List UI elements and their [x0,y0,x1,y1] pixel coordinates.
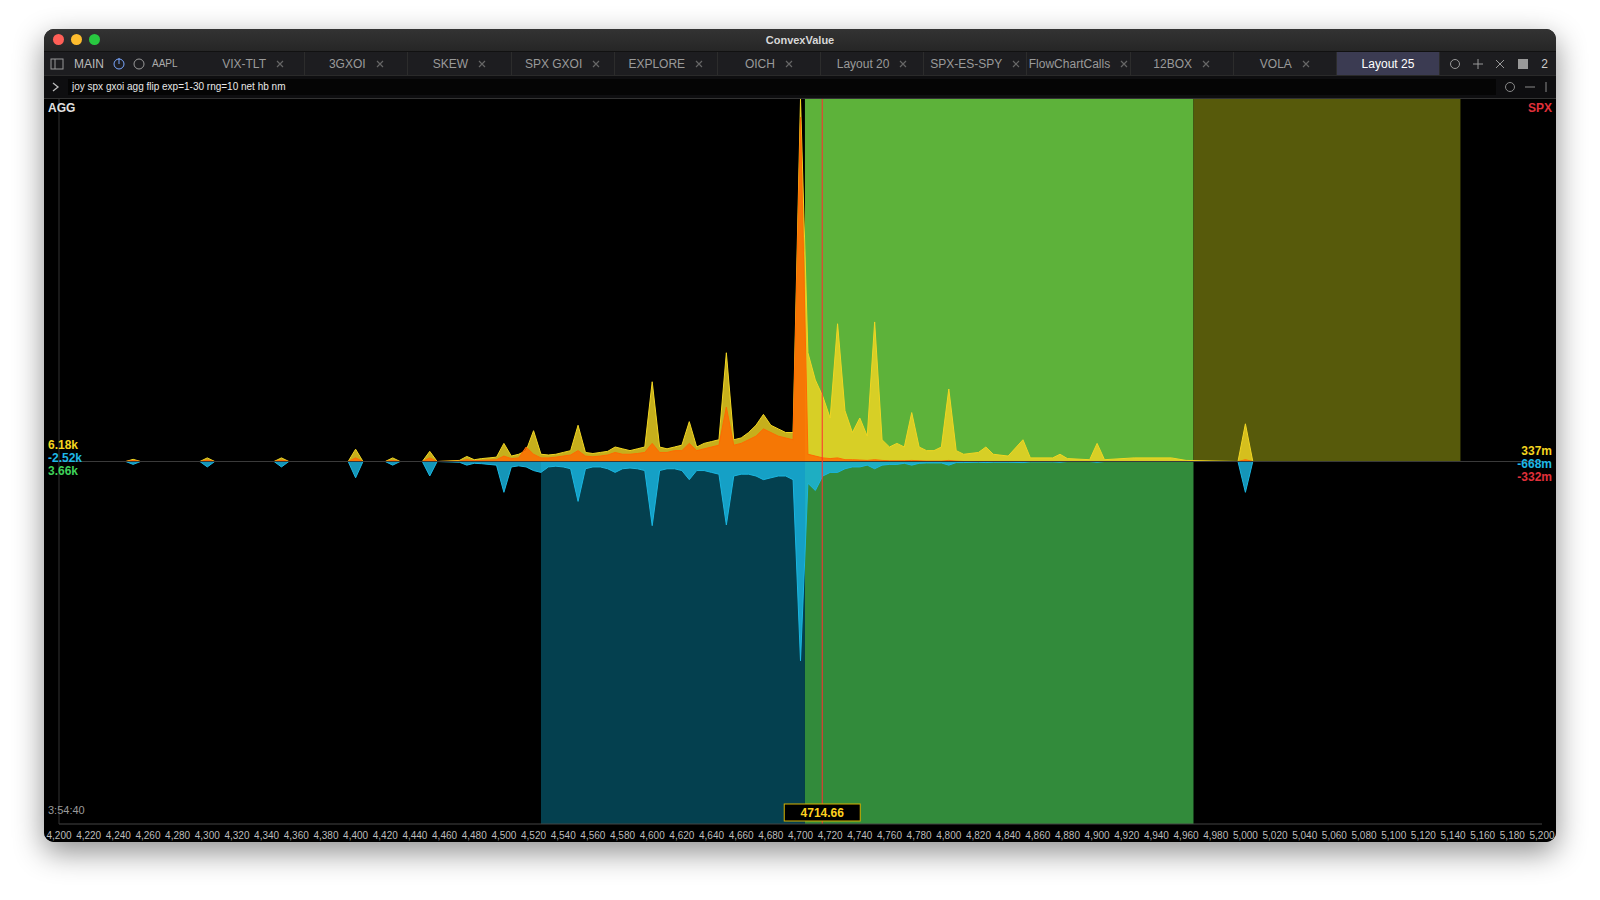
svg-text:4,800: 4,800 [936,830,961,841]
svg-text:4,260: 4,260 [135,830,160,841]
svg-text:4,420: 4,420 [373,830,398,841]
svg-text:5,180: 5,180 [1500,830,1525,841]
svg-text:5,160: 5,160 [1470,830,1495,841]
html-text:-668m: -668m [1517,457,1552,471]
svg-text:4,440: 4,440 [402,830,427,841]
svg-text:5,100: 5,100 [1381,830,1406,841]
html-text:FlowChartCalls: FlowChartCalls [1028,56,1111,71]
svg-text:5,200: 5,200 [1529,830,1554,841]
svg-text:4,700: 4,700 [788,830,813,841]
svg-text:4,380: 4,380 [313,830,338,841]
svg-text:5,080: 5,080 [1352,830,1377,841]
svg-text:4,620: 4,620 [669,830,694,841]
svg-text:4,560: 4,560 [580,830,605,841]
html-text:VIX-TLT: VIX-TLT [222,56,266,71]
svg-text:4,500: 4,500 [491,830,516,841]
svg-text:4,640: 4,640 [699,830,724,841]
html-text:AAPL: AAPL [152,58,178,69]
svg-text:4,300: 4,300 [195,830,220,841]
html-text:3:54:40: 3:54:40 [48,804,85,816]
svg-text:4,880: 4,880 [1055,830,1080,841]
svg-text:4,840: 4,840 [996,830,1021,841]
svg-text:4,280: 4,280 [165,830,190,841]
html-text:-332m: -332m [1517,470,1552,484]
svg-text:4,200: 4,200 [46,830,71,841]
svg-text:4,820: 4,820 [966,830,991,841]
html-text:SKEW: SKEW [432,56,469,71]
svg-text:5,140: 5,140 [1441,830,1466,841]
html-text:3.66k: 3.66k [48,464,78,478]
html-text:2: 2 [1541,56,1548,71]
html-text:OICH: OICH [744,56,775,71]
svg-text:4,660: 4,660 [729,830,754,841]
html-text:3GXOI: 3GXOI [328,56,366,71]
svg-text:4,740: 4,740 [847,830,872,841]
svg-text:4,920: 4,920 [1114,830,1139,841]
svg-text:5,000: 5,000 [1233,830,1258,841]
svg-text:4,900: 4,900 [1085,830,1110,841]
html-text:SPX GXOI: SPX GXOI [524,56,583,71]
svg-text:5,060: 5,060 [1322,830,1347,841]
svg-text:4,480: 4,480 [462,830,487,841]
svg-text:4,760: 4,760 [877,830,902,841]
html-text:SPX: SPX [1528,101,1552,115]
html-text:12BOX: 12BOX [1153,56,1192,71]
svg-text:4,980: 4,980 [1203,830,1228,841]
html-text:AGG: AGG [48,101,76,115]
html-text:Layout 25: Layout 25 [1361,56,1415,71]
svg-text:4,960: 4,960 [1174,830,1199,841]
html-text:SPX-ES-SPY: SPX-ES-SPY [930,56,1003,71]
svg-text:4,680: 4,680 [758,830,783,841]
svg-text:4,340: 4,340 [254,830,279,841]
svg-text:4,580: 4,580 [610,830,635,841]
html-text:joy spx gxoi agg flip exp=1-30: joy spx gxoi agg flip exp=1-30 rng=10 ne… [72,81,286,92]
html-text:EXPLORE: EXPLORE [628,56,686,71]
svg-text:4,780: 4,780 [907,830,932,841]
svg-text:4,360: 4,360 [284,830,309,841]
svg-text:4,460: 4,460 [432,830,457,841]
html-text:337m: 337m [1521,444,1552,458]
svg-text:4,520: 4,520 [521,830,546,841]
html-text:MAIN: MAIN [74,56,104,71]
html-text:ConvexValue: ConvexValue [765,34,835,46]
svg-text:4,240: 4,240 [106,830,131,841]
svg-text:5,120: 5,120 [1411,830,1436,841]
svg-text:4714.66: 4714.66 [801,806,845,820]
svg-text:4,220: 4,220 [76,830,101,841]
svg-text:4,540: 4,540 [551,830,576,841]
svg-text:5,020: 5,020 [1263,830,1288,841]
html-text:VOLA: VOLA [1259,56,1292,71]
svg-text:5,040: 5,040 [1292,830,1317,841]
html-text:6.18k: 6.18k [48,438,78,452]
html-text:-2.52k: -2.52k [48,451,82,465]
svg-text:4,600: 4,600 [640,830,665,841]
svg-text:4,940: 4,940 [1144,830,1169,841]
svg-text:4,400: 4,400 [343,830,368,841]
html-text:Layout 20: Layout 20 [836,56,890,71]
svg-text:4,320: 4,320 [224,830,249,841]
svg-text:4,720: 4,720 [818,830,843,841]
svg-text:4,860: 4,860 [1025,830,1050,841]
